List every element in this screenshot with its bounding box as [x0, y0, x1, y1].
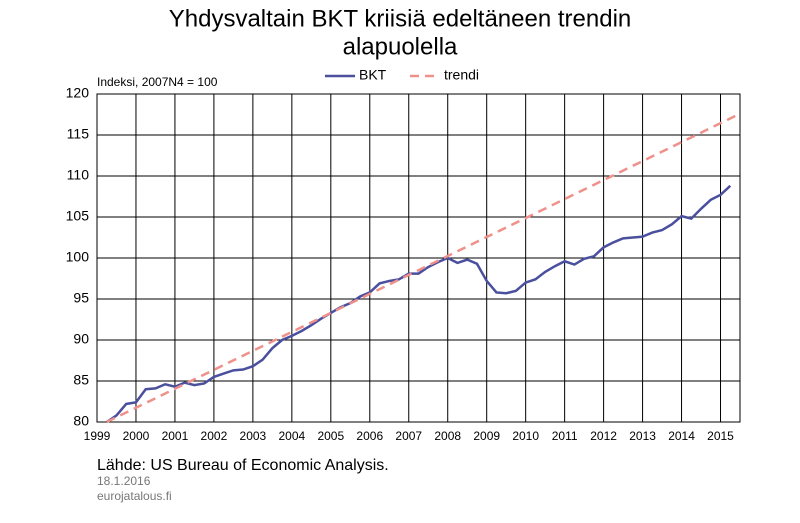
y-axis-label: Indeksi, 2007N4 = 100: [97, 75, 218, 89]
x-tick-label: 2009: [473, 429, 500, 443]
y-tick-label: 85: [73, 372, 89, 388]
x-tick-label: 2012: [590, 429, 617, 443]
x-tick-label: 2006: [356, 429, 383, 443]
x-tick-label: 2014: [668, 429, 695, 443]
site: eurojatalous.fi: [97, 489, 172, 503]
x-tick-label: 2005: [317, 429, 344, 443]
y-tick-label: 80: [73, 413, 89, 429]
y-tick-label: 120: [66, 85, 90, 101]
data-line: [106, 184, 732, 424]
legend-label: trendi: [444, 67, 479, 83]
y-tick-label: 100: [66, 249, 90, 265]
legend-label: BKT: [359, 67, 387, 83]
data-line: [106, 112, 741, 424]
x-tick-label: 2010: [512, 429, 539, 443]
x-tick-label: 2001: [162, 429, 189, 443]
chart-title: Yhdysvaltain BKT kriisiä edeltäneen tren…: [169, 5, 632, 32]
chart-title: alapuolella: [343, 33, 458, 60]
source: Lähde: US Bureau of Economic Analysis.: [97, 457, 389, 474]
x-tick-label: 2003: [240, 429, 267, 443]
y-tick-label: 110: [67, 167, 90, 183]
x-tick-label: 2015: [707, 429, 734, 443]
x-tick-label: 2011: [552, 429, 578, 443]
x-tick-label: 2002: [201, 429, 228, 443]
y-tick-label: 115: [67, 126, 90, 142]
x-tick-label: 2007: [395, 429, 422, 443]
x-tick-label: 2013: [629, 429, 656, 443]
x-tick-label: 1999: [84, 429, 111, 443]
date: 18.1.2016: [97, 474, 151, 488]
y-tick-label: 90: [73, 331, 89, 347]
x-tick-label: 2008: [434, 429, 461, 443]
y-tick-label: 105: [66, 208, 90, 224]
x-tick-label: 2004: [278, 429, 305, 443]
x-tick-label: 2000: [123, 429, 150, 443]
y-tick-label: 95: [73, 290, 89, 306]
